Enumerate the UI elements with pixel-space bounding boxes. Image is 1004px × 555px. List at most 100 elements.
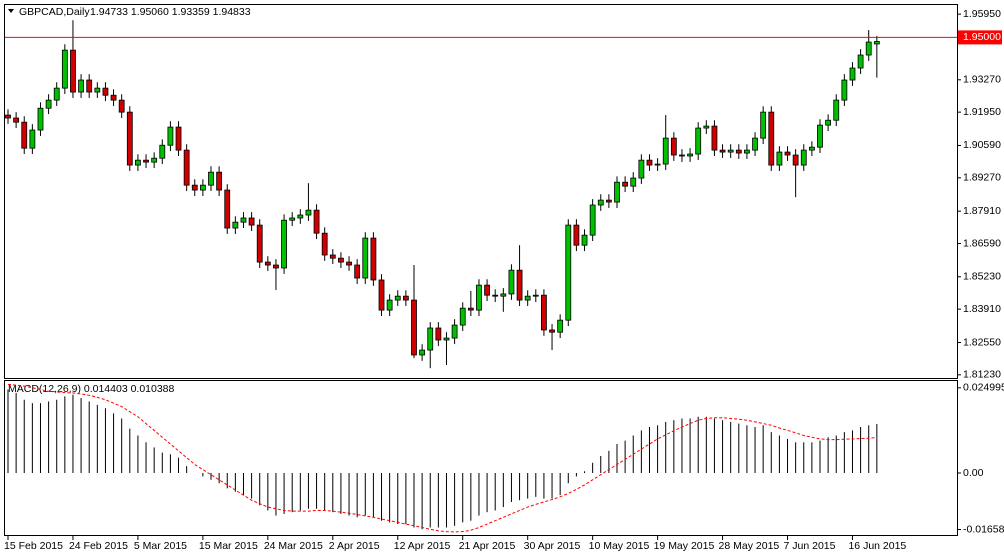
y-tick-label: 1.89270 <box>963 172 1001 184</box>
candle-body <box>865 41 872 56</box>
candle-body <box>800 149 807 166</box>
candle-body <box>167 126 174 146</box>
candle-body <box>29 129 36 149</box>
candle-body <box>370 237 377 281</box>
candle-body <box>776 151 783 166</box>
x-tick-label: 19 May 2015 <box>654 540 715 552</box>
candle-body <box>581 234 588 246</box>
x-tick-label: 2 Apr 2015 <box>329 540 380 552</box>
candle-body <box>565 224 572 321</box>
candle-body <box>849 67 856 81</box>
candle-body <box>321 232 328 256</box>
level-label-box <box>958 30 1002 45</box>
candle-body <box>573 224 580 246</box>
x-tick-label: 30 Apr 2015 <box>524 540 581 552</box>
candle-body <box>492 294 499 297</box>
candle-body <box>792 154 799 166</box>
candle-body <box>402 295 409 301</box>
candle-body <box>638 159 645 179</box>
y-tick-label: 1.82550 <box>963 336 1001 348</box>
candle-body <box>727 149 734 153</box>
candle-body <box>118 99 125 113</box>
candle-body <box>825 119 832 126</box>
candle-body <box>443 337 450 341</box>
candle-body <box>248 217 255 226</box>
candle-body <box>459 307 466 326</box>
candle-body <box>143 159 149 163</box>
candle-body <box>224 189 231 229</box>
candle-body <box>346 261 352 266</box>
y-tick-label: 1.87910 <box>963 205 1001 217</box>
y-tick-label: 1.85230 <box>963 271 1001 283</box>
candle-body <box>329 254 336 259</box>
candle-body <box>695 127 702 155</box>
x-tick-label: 5 Mar 2015 <box>134 540 187 552</box>
candle-body <box>857 54 864 69</box>
x-tick-label: 24 Mar 2015 <box>264 540 323 552</box>
candle-body <box>719 149 726 153</box>
candle-body <box>435 327 442 341</box>
candle-body <box>744 149 750 154</box>
menu-triangle[interactable] <box>8 9 14 13</box>
candle-body <box>53 87 60 101</box>
candle-body <box>216 171 223 191</box>
candle-body <box>159 144 166 159</box>
y-tick-label: 1.95950 <box>963 8 1001 20</box>
candle-body <box>102 87 109 96</box>
candle-body <box>817 124 823 148</box>
candle-body <box>589 204 596 236</box>
candle-body <box>110 94 117 101</box>
candle-body <box>451 324 458 339</box>
candle-body <box>524 295 531 301</box>
candle-body <box>240 217 247 223</box>
candle-body <box>760 111 767 139</box>
x-tick-label: 15 Feb 2015 <box>4 540 63 552</box>
candle-body <box>313 209 320 234</box>
candle-body <box>484 284 490 296</box>
candle-body <box>37 107 44 131</box>
candle-body <box>281 219 287 269</box>
candle-body <box>614 181 620 203</box>
candle-body <box>13 117 20 123</box>
candle-body <box>500 293 507 297</box>
candle-body <box>45 99 52 109</box>
x-tick-label: 16 Jun 2015 <box>848 540 906 552</box>
candle-body <box>833 99 840 121</box>
candle-body <box>378 279 385 311</box>
candle-body <box>808 146 815 151</box>
candle-body <box>654 163 661 166</box>
candle-body <box>70 49 76 93</box>
candle-body <box>289 217 296 221</box>
signal-line <box>7 383 877 533</box>
candle-body <box>21 121 28 149</box>
candle-body <box>516 269 523 301</box>
candle-body <box>541 294 547 331</box>
candle-body <box>362 237 369 279</box>
candle-body <box>411 299 417 356</box>
x-tick-label: 7 Jun 2015 <box>784 540 836 552</box>
candle-body <box>622 181 629 187</box>
y-tick-label: 1.90590 <box>963 139 1001 151</box>
y-tick-label: -0.016581 <box>963 523 1004 535</box>
candle-body <box>735 149 742 154</box>
candle-body <box>199 184 206 191</box>
y-tick-label: 1.93270 <box>963 74 1001 86</box>
candle-body <box>679 154 685 157</box>
candle-body <box>670 137 677 156</box>
candle-body <box>256 224 263 263</box>
candle-body <box>183 149 190 186</box>
y-tick-label: 0.00 <box>963 467 984 479</box>
candle-body <box>208 171 214 186</box>
candle-body <box>768 111 775 166</box>
candle-body <box>662 137 669 165</box>
x-tick-label: 15 Mar 2015 <box>199 540 258 552</box>
candle-body <box>175 126 182 151</box>
candle-body <box>354 264 361 279</box>
candle-body <box>305 209 312 216</box>
macd-title: MACD(12,26,9) 0.014403 0.010388 <box>8 383 175 395</box>
candle-body <box>532 294 539 297</box>
candle-body <box>86 79 93 93</box>
x-tick-label: 24 Feb 2015 <box>69 540 128 552</box>
candle-body <box>273 264 279 269</box>
candle-body <box>135 159 141 166</box>
